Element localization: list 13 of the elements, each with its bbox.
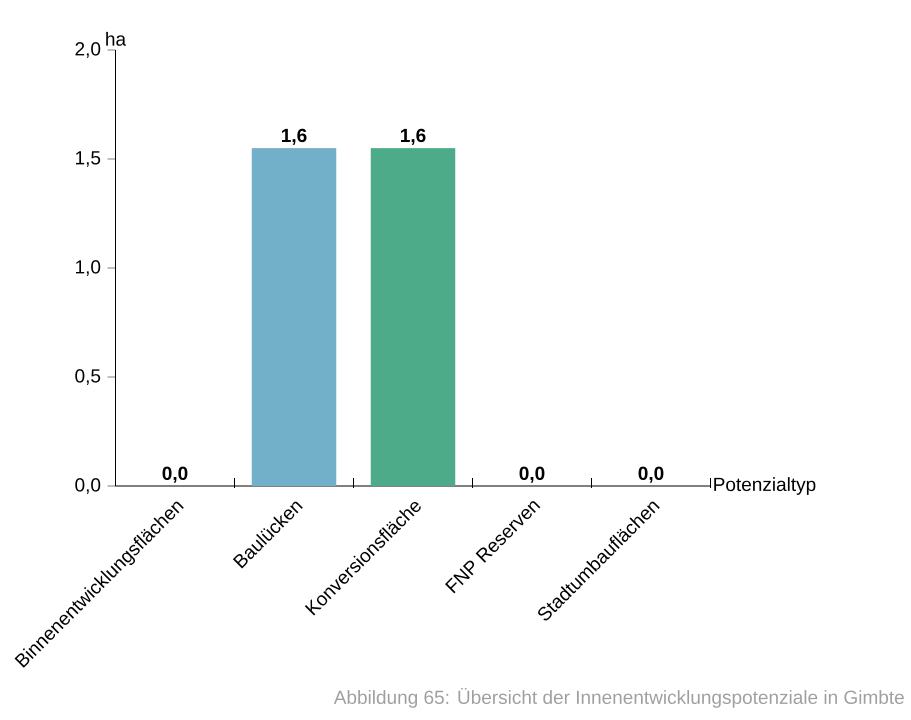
x-axis-title: Potenzialtyp [714,477,816,495]
y-tick-label: 0,5 [75,369,100,385]
data-label: 0,0 [162,466,188,483]
text: Abbildung 65: Übersicht der Innenentwicklungspotenziale in Gimbte [334,688,904,708]
y-tick-label: 1,5 [76,151,100,167]
data-label: 1,6 [401,128,426,145]
data-label: 1,6 [282,128,307,145]
y-axis-title: ha [106,32,126,46]
y-tick-label: 2,0 [76,42,100,58]
data-label: 0,0 [638,466,664,483]
y-tick-label: 0,0 [75,478,100,494]
y-tick-label: 1,0 [76,260,100,276]
data-label: 0,0 [520,466,544,483]
